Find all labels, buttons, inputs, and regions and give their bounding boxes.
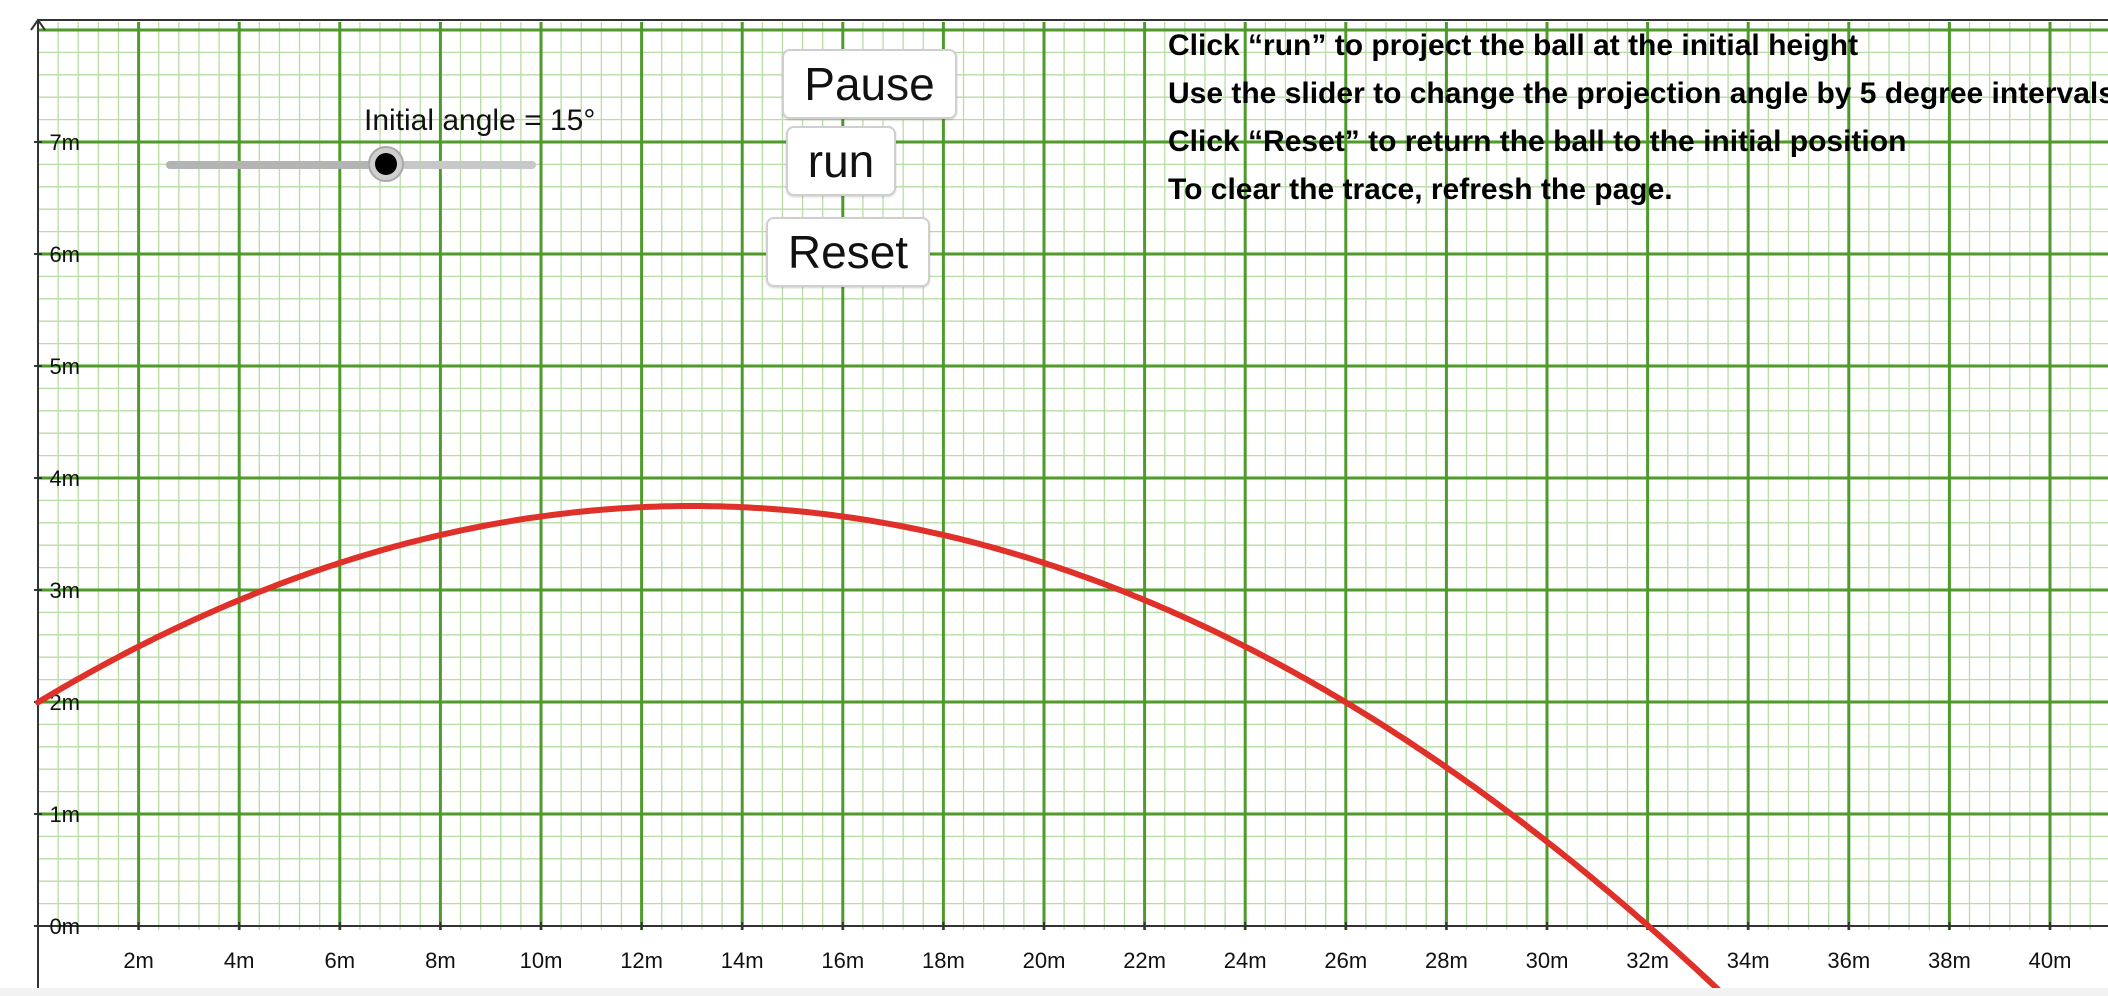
slider-label: Initial angle = 15° [364, 104, 596, 137]
x-tick-label: 30m [1526, 948, 1569, 973]
x-tick-label: 2m [123, 948, 154, 973]
bottom-strip [0, 988, 2108, 996]
y-tick-label: 6m [49, 242, 80, 267]
y-tick-label: 7m [49, 130, 80, 155]
instruction-line: To clear the trace, refresh the page. [1168, 173, 1673, 206]
x-tick-label: 6m [325, 948, 356, 973]
x-tick-label: 12m [620, 948, 663, 973]
y-tick-label: 4m [49, 466, 80, 491]
reset-button[interactable]: Reset [766, 217, 930, 287]
run-button[interactable]: run [786, 126, 896, 196]
pause-button[interactable]: Pause [782, 49, 957, 119]
x-tick-label: 26m [1324, 948, 1367, 973]
instruction-line: Click “Reset” to return the ball to the … [1168, 125, 1907, 158]
x-tick-label: 38m [1928, 948, 1971, 973]
x-tick-label: 36m [1827, 948, 1870, 973]
ball-trajectory-line [35, 503, 1727, 996]
x-tick-label: 8m [425, 948, 456, 973]
y-tick-label: 5m [49, 354, 80, 379]
x-tick-label: 14m [721, 948, 764, 973]
x-tick-label: 16m [821, 948, 864, 973]
x-tick-label: 4m [224, 948, 255, 973]
y-tick-label: 0m [49, 914, 80, 939]
y-tick-label: 1m [49, 802, 80, 827]
instructions-text: Click “run” to project the ball at the i… [1168, 28, 2108, 220]
x-tick-label: 24m [1224, 948, 1267, 973]
angle-slider-fill [166, 161, 386, 169]
angle-slider-knob[interactable] [368, 146, 404, 182]
slider-knob-dot [375, 153, 397, 175]
axes [30, 18, 2108, 996]
x-tick-label: 20m [1023, 948, 1066, 973]
trajectory-trace [35, 503, 1727, 996]
x-tick-label: 32m [1626, 948, 1669, 973]
instruction-line: Click “run” to project the ball at the i… [1168, 29, 1859, 62]
y-tick-label: 3m [49, 578, 80, 603]
major-grid [38, 22, 2108, 930]
x-tick-label: 22m [1123, 948, 1166, 973]
x-axis-labels: 2m 4m 6m 8m 10m 12m 14m 16m 18m 20m 22m 24m 26m 28m 30… [123, 922, 2071, 973]
x-tick-label: 10m [520, 948, 563, 973]
x-tick-label: 18m [922, 948, 965, 973]
x-tick-label: 34m [1727, 948, 1770, 973]
x-tick-label: 40m [2029, 948, 2072, 973]
x-tick-label: 28m [1425, 948, 1468, 973]
instruction-line: Use the slider to change the projection … [1168, 77, 2108, 110]
